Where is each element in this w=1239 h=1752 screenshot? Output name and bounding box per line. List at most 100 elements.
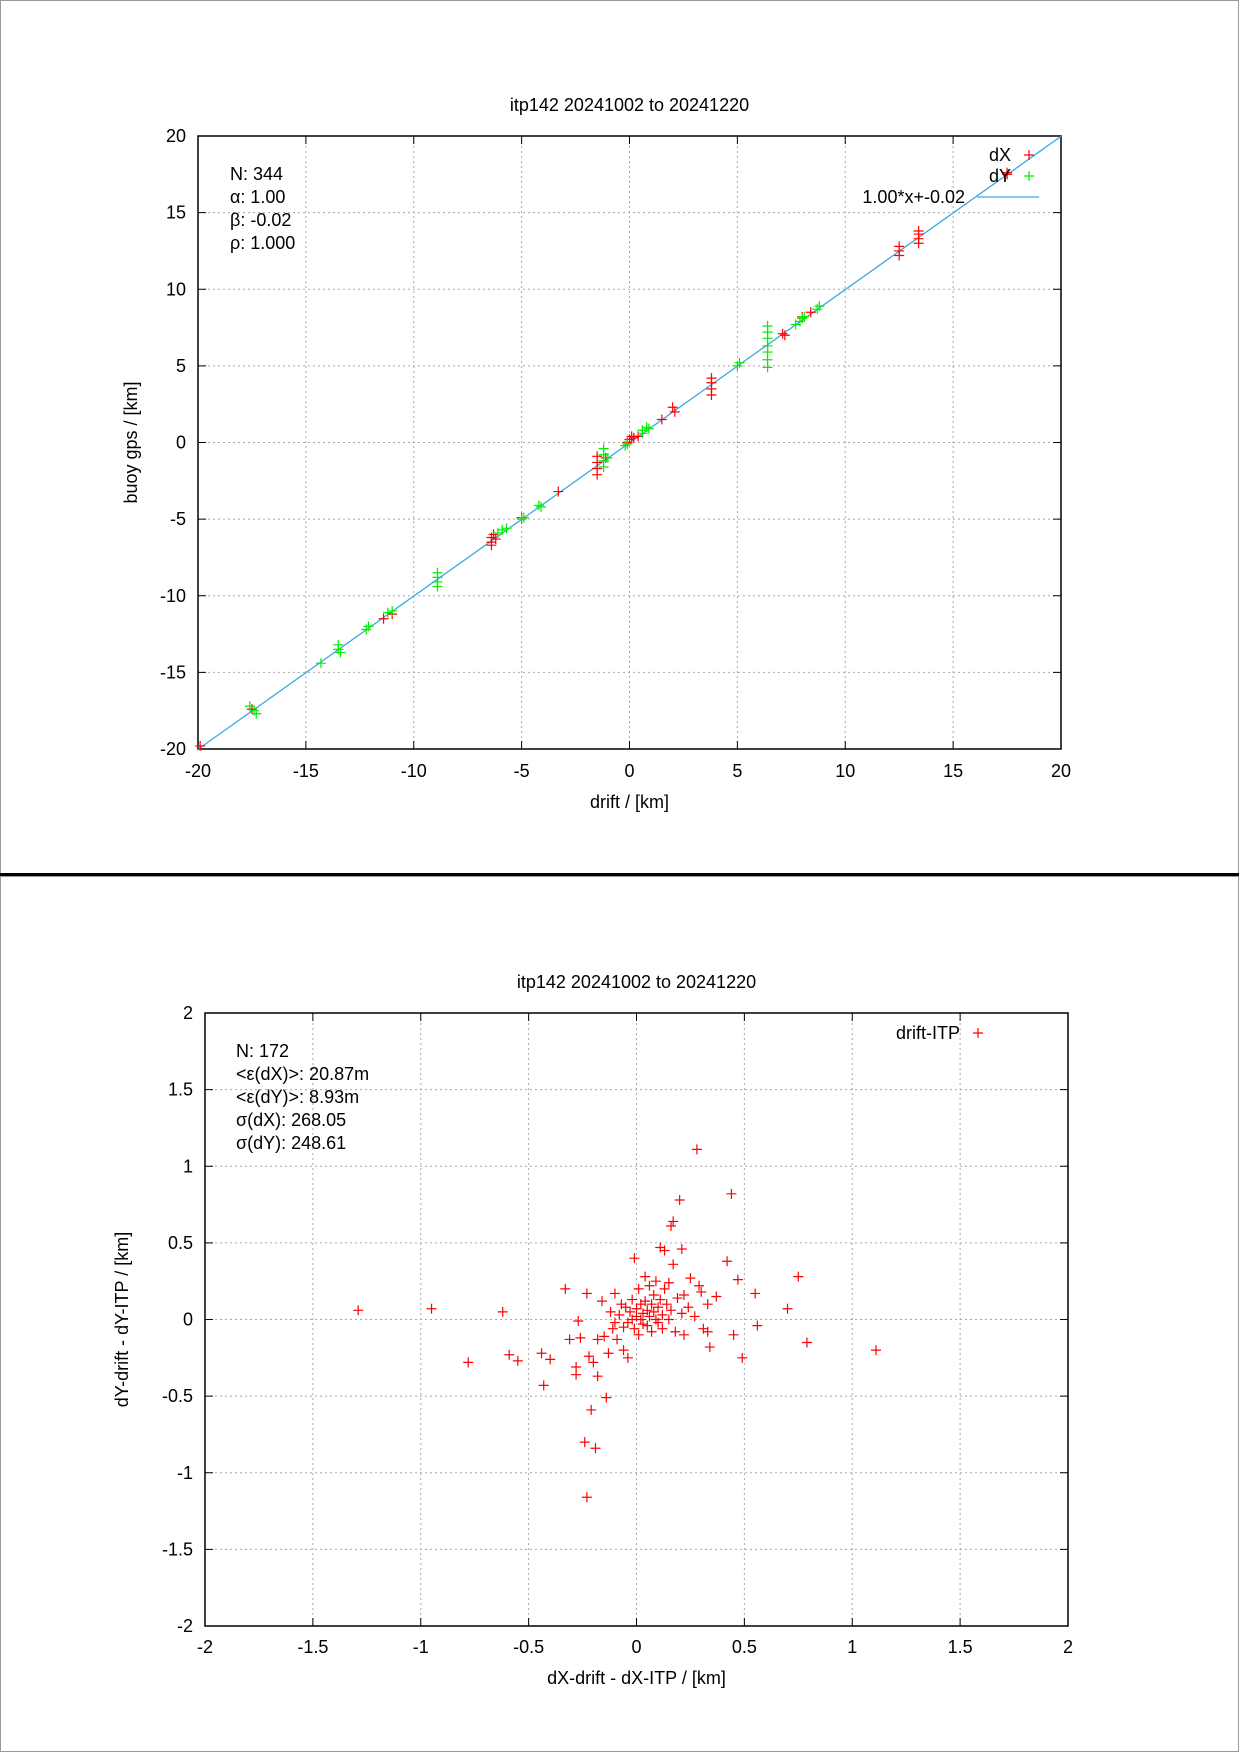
data-point — [702, 1326, 713, 1337]
data-point — [560, 1283, 571, 1294]
data-point — [378, 613, 389, 624]
data-point — [536, 501, 547, 512]
legend-label: 1.00*x+-0.02 — [862, 187, 965, 207]
y-tick-label: 0 — [176, 433, 186, 453]
panel-divider — [0, 873, 1239, 876]
data-point — [353, 1305, 364, 1316]
data-point — [571, 1369, 582, 1380]
y-tick-label: -20 — [160, 739, 186, 759]
y-tick-label: 1.5 — [168, 1080, 193, 1100]
data-point — [648, 1289, 659, 1300]
data-point — [335, 647, 346, 658]
x-tick-label: -10 — [401, 761, 427, 781]
data-point — [635, 1314, 646, 1325]
data-point — [732, 1274, 743, 1285]
data-point — [793, 1271, 804, 1282]
data-point — [609, 1288, 620, 1299]
data-point — [618, 1345, 629, 1356]
data-point — [737, 1352, 748, 1363]
chart-drift-vs-gps: itp142 20241002 to 20241220 -20 -15 -10 -5 0 5… — [121, 95, 1071, 812]
data-point — [642, 1305, 653, 1316]
data-point — [564, 1334, 575, 1345]
data-point — [590, 1443, 601, 1454]
data-point — [728, 1329, 739, 1340]
data-point — [602, 452, 613, 463]
stats-line: β: -0.02 — [230, 210, 291, 230]
data-point — [605, 1306, 616, 1317]
stats-line: <ε(dX)>: 20.87m — [236, 1064, 369, 1084]
data-point — [620, 1302, 631, 1313]
legend-label: drift-ITP — [896, 1023, 960, 1043]
stats-line: N: 344 — [230, 164, 283, 184]
data-point — [486, 540, 497, 551]
y-tick-label: 20 — [166, 126, 186, 146]
data-point — [711, 1291, 722, 1302]
data-point — [722, 1256, 733, 1267]
data-point — [592, 1334, 603, 1345]
data-point — [553, 486, 564, 497]
data-point — [579, 1437, 590, 1448]
y-tick-label: -0.5 — [162, 1386, 193, 1406]
data-point — [361, 624, 372, 635]
y-tick-label: 0.5 — [168, 1233, 193, 1253]
data-point — [702, 1299, 713, 1310]
data-point — [669, 406, 680, 417]
data-point — [633, 1329, 644, 1340]
data-point — [656, 414, 667, 425]
data-point — [685, 1273, 696, 1284]
data-point — [666, 1305, 677, 1316]
data-point — [538, 1380, 549, 1391]
data-point — [894, 241, 905, 252]
stats-line: <ε(dY)>: 8.93m — [236, 1087, 359, 1107]
data-point — [545, 1354, 556, 1365]
data-point — [683, 1302, 694, 1313]
data-point — [251, 708, 262, 719]
data-point — [533, 500, 544, 511]
x-tick-label: 0 — [631, 1637, 641, 1657]
data-point — [516, 514, 527, 525]
series-dy — [244, 301, 825, 719]
data-point — [612, 1334, 623, 1345]
y-tick-label: 5 — [176, 356, 186, 376]
y-tick-label: 2 — [183, 1003, 193, 1023]
stats-line: ρ: 1.000 — [230, 233, 295, 253]
data-point — [501, 523, 512, 534]
y-tick-label: -1 — [177, 1463, 193, 1483]
x-tick-label: 1.5 — [948, 1637, 973, 1657]
data-point — [432, 581, 443, 592]
data-point — [244, 701, 255, 712]
data-point — [627, 1294, 638, 1305]
data-point — [584, 1351, 595, 1362]
data-point — [691, 1144, 702, 1155]
data-point — [689, 1311, 700, 1322]
data-point — [663, 1314, 674, 1325]
chart-panel-bottom: itp142 20241002 to 20241220 -2 -1.5 -1 -0.5 0… — [0, 876, 1239, 1752]
data-point — [488, 529, 499, 540]
data-point — [628, 432, 639, 443]
data-point — [588, 1357, 599, 1368]
data-point — [607, 1323, 618, 1334]
data-point — [814, 301, 825, 312]
data-point — [667, 402, 678, 413]
x-tick-label: 0.5 — [732, 1637, 757, 1657]
data-point — [596, 1296, 607, 1307]
data-point — [670, 1326, 681, 1337]
legend: drift-ITP — [896, 1023, 983, 1043]
data-point — [599, 1331, 610, 1342]
x-tick-label: -1 — [413, 1637, 429, 1657]
chart-title: itp142 20241002 to 20241220 — [510, 95, 749, 115]
data-point — [655, 1294, 666, 1305]
x-tick-label: -0.5 — [513, 1637, 544, 1657]
data-point — [641, 422, 652, 433]
x-tick-label: 15 — [943, 761, 963, 781]
data-point — [676, 1244, 687, 1255]
legend-label: dY — [989, 166, 1011, 186]
data-point — [704, 1342, 715, 1353]
data-point — [653, 1317, 664, 1328]
data-point — [678, 1329, 689, 1340]
data-point — [706, 373, 717, 384]
data-point — [676, 1308, 687, 1319]
y-tick-label: -2 — [177, 1616, 193, 1636]
data-point — [650, 1276, 661, 1287]
y-tick-label: -10 — [160, 586, 186, 606]
